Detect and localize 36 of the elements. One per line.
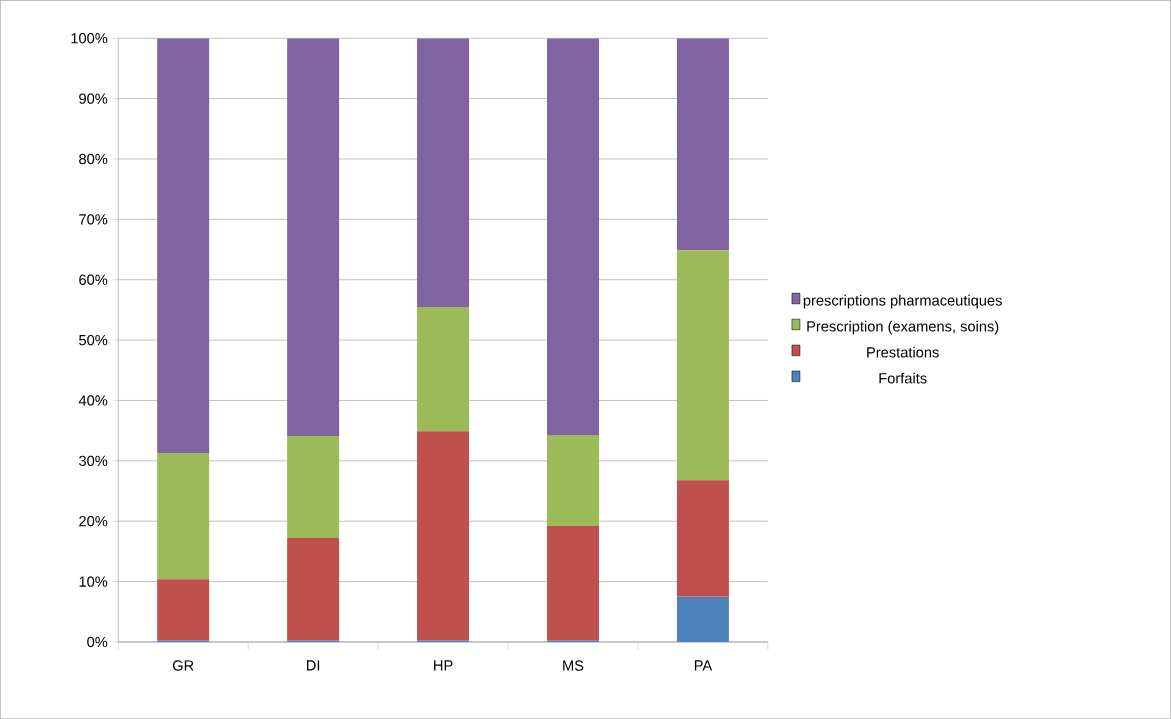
bar (547, 38, 599, 435)
y-tick-label: 30% (79, 455, 108, 466)
bar (417, 306, 470, 432)
x-tick-label: HP (434, 660, 453, 671)
bar (547, 434, 599, 526)
y-tick-label: 20% (79, 515, 108, 527)
bar (676, 480, 729, 597)
x-tick-label: PA (694, 660, 713, 671)
bar (287, 436, 340, 539)
y-tick-label: 100% (71, 32, 108, 44)
y-tick-label: 70% (79, 214, 108, 225)
bar (157, 38, 210, 453)
bar (157, 452, 210, 580)
y-tick-label: 50% (79, 334, 108, 346)
bar (157, 579, 210, 641)
bar (417, 431, 470, 641)
bar (417, 38, 470, 307)
bar (676, 38, 729, 251)
bar (287, 538, 340, 641)
y-tick-label: 80% (79, 153, 108, 165)
y-tick-label: 10% (79, 576, 108, 587)
bar (547, 525, 599, 641)
bar (676, 250, 729, 481)
y-tick-label: 90% (79, 93, 108, 104)
legend-label: prescriptions pharmaceutiques (803, 294, 1002, 309)
y-tick-label: 40% (78, 395, 108, 406)
y-tick-label: 0% (87, 636, 108, 648)
y-tick-label: 60% (79, 274, 108, 285)
bar (287, 38, 340, 436)
legend-label: Prescription (examens, soins) (807, 320, 999, 335)
x-tick-label: DI (307, 660, 320, 671)
bar (676, 596, 729, 642)
x-tick-label: MS (563, 660, 584, 671)
text: Forfaits (879, 372, 927, 384)
x-tick-label: GR (172, 660, 194, 671)
text: Prestations (867, 346, 939, 358)
